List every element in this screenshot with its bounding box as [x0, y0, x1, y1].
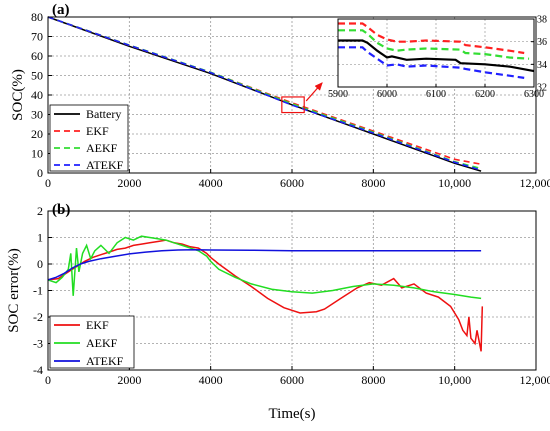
x-tick-label: 6000 [280, 373, 304, 387]
panel-b-series [47, 235, 484, 352]
panel-a: 0 2000 4000 6000 8000 10,000 12,000 0 10 20 30 40 5… [10, 2, 550, 190]
zoom-arrow [305, 82, 323, 102]
series-line-ekf [47, 16, 482, 165]
panel-a-legend: Battery EKF AEKF ATEKF [49, 104, 129, 172]
y-tick-label: 70 [31, 30, 43, 44]
y-tick-label: 20 [31, 127, 43, 141]
y-tick-label: 2 [37, 204, 43, 218]
y-tick-label: 0 [37, 257, 43, 271]
legend-label-ekf: EKF [86, 318, 109, 332]
series-line-ekf [47, 239, 484, 352]
panel-b-label: (b) [52, 202, 70, 218]
x-tick-label: 2000 [117, 176, 141, 190]
y-tick-label: -4 [33, 363, 43, 377]
panel-b: 0 2000 4000 6000 8000 10,000 12,000 -4 -3 -2 -1 0 1… [6, 202, 550, 422]
inset-y-tick-label: 36 [537, 37, 547, 48]
zoom-region-box [281, 96, 305, 114]
inset-x-tick-label: 5900 [328, 89, 348, 100]
panel-a-x-ticks: 0 2000 4000 6000 8000 10,000 12,000 [45, 169, 550, 190]
x-tick-label: 4000 [199, 373, 223, 387]
inset-x-tick-label: 6000 [377, 89, 397, 100]
legend-label-atekf: ATEKF [86, 158, 124, 172]
y-tick-label: 40 [31, 88, 43, 102]
y-tick-label: 80 [31, 10, 43, 24]
panel-a-label: (a) [52, 2, 70, 18]
x-tick-label: 12,000 [520, 373, 550, 387]
y-tick-label: -1 [33, 284, 43, 298]
panel-b-x-ticks: 0 2000 4000 6000 8000 10,000 12,000 [45, 366, 550, 387]
x-tick-label: 8000 [361, 373, 385, 387]
x-tick-label: 4000 [199, 176, 223, 190]
legend-label-ekf: EKF [86, 124, 109, 138]
inset-y-tick-label: 34 [537, 60, 547, 71]
inset-y-tick-label: 38 [537, 15, 547, 26]
legend-label-aekf: AEKF [86, 336, 118, 350]
panel-a-y-ticks: 0 10 20 30 40 50 60 70 80 [31, 10, 52, 180]
inset-x-tick-label: 6200 [475, 89, 495, 100]
panel-b-x-axis-label: Time(s) [269, 406, 316, 422]
inset-x-tick-label: 6100 [426, 89, 446, 100]
x-tick-label: 0 [45, 176, 51, 190]
panel-b-y-axis-label: SOC error(%) [6, 248, 22, 333]
series-line-atekf [47, 248, 482, 281]
panel-a-series [47, 16, 482, 172]
zoom-inset: 5900 6000 6100 6200 6300 32 34 36 38 [328, 15, 547, 101]
x-tick-label: 6000 [280, 176, 304, 190]
y-tick-label: 50 [31, 69, 43, 83]
legend-box [49, 104, 129, 172]
series-line-aekf [47, 235, 482, 300]
inset-y-tick-label: 32 [537, 83, 547, 94]
y-tick-label: 0 [37, 166, 43, 180]
series-line-battery [47, 16, 482, 172]
panel-a-grid [48, 17, 536, 173]
inset-y-ticks: 32 34 36 38 [531, 15, 547, 94]
y-tick-label: -2 [33, 310, 43, 324]
inset-x-tick-label: 6300 [524, 89, 544, 100]
legend-label-aekf: AEKF [86, 141, 118, 155]
x-tick-label: 2000 [117, 373, 141, 387]
x-tick-label: 12,000 [520, 176, 550, 190]
panel-b-y-ticks: -4 -3 -2 -1 0 1 2 [33, 204, 52, 377]
panel-a-y-axis-label: SOC(%) [10, 69, 26, 121]
x-tick-label: 10,000 [438, 373, 471, 387]
x-tick-label: 0 [45, 373, 51, 387]
y-tick-label: 10 [31, 147, 43, 161]
legend-label-battery: Battery [86, 107, 121, 121]
inset-x-ticks: 5900 6000 6100 6200 6300 [328, 84, 544, 100]
x-tick-label: 10,000 [438, 176, 471, 190]
inset-series [338, 22, 535, 79]
inset-series-line-aekf [338, 29, 530, 60]
y-tick-label: 1 [37, 231, 43, 245]
inset-series-line-battery [338, 39, 535, 73]
panel-b-legend: EKF AEKF ATEKF [49, 315, 135, 369]
series-line-atekf [47, 16, 482, 171]
x-tick-label: 8000 [361, 176, 385, 190]
legend-label-atekf: ATEKF [86, 354, 124, 368]
y-tick-label: 60 [31, 49, 43, 63]
y-tick-label: 30 [31, 108, 43, 122]
y-tick-label: -3 [33, 337, 43, 351]
